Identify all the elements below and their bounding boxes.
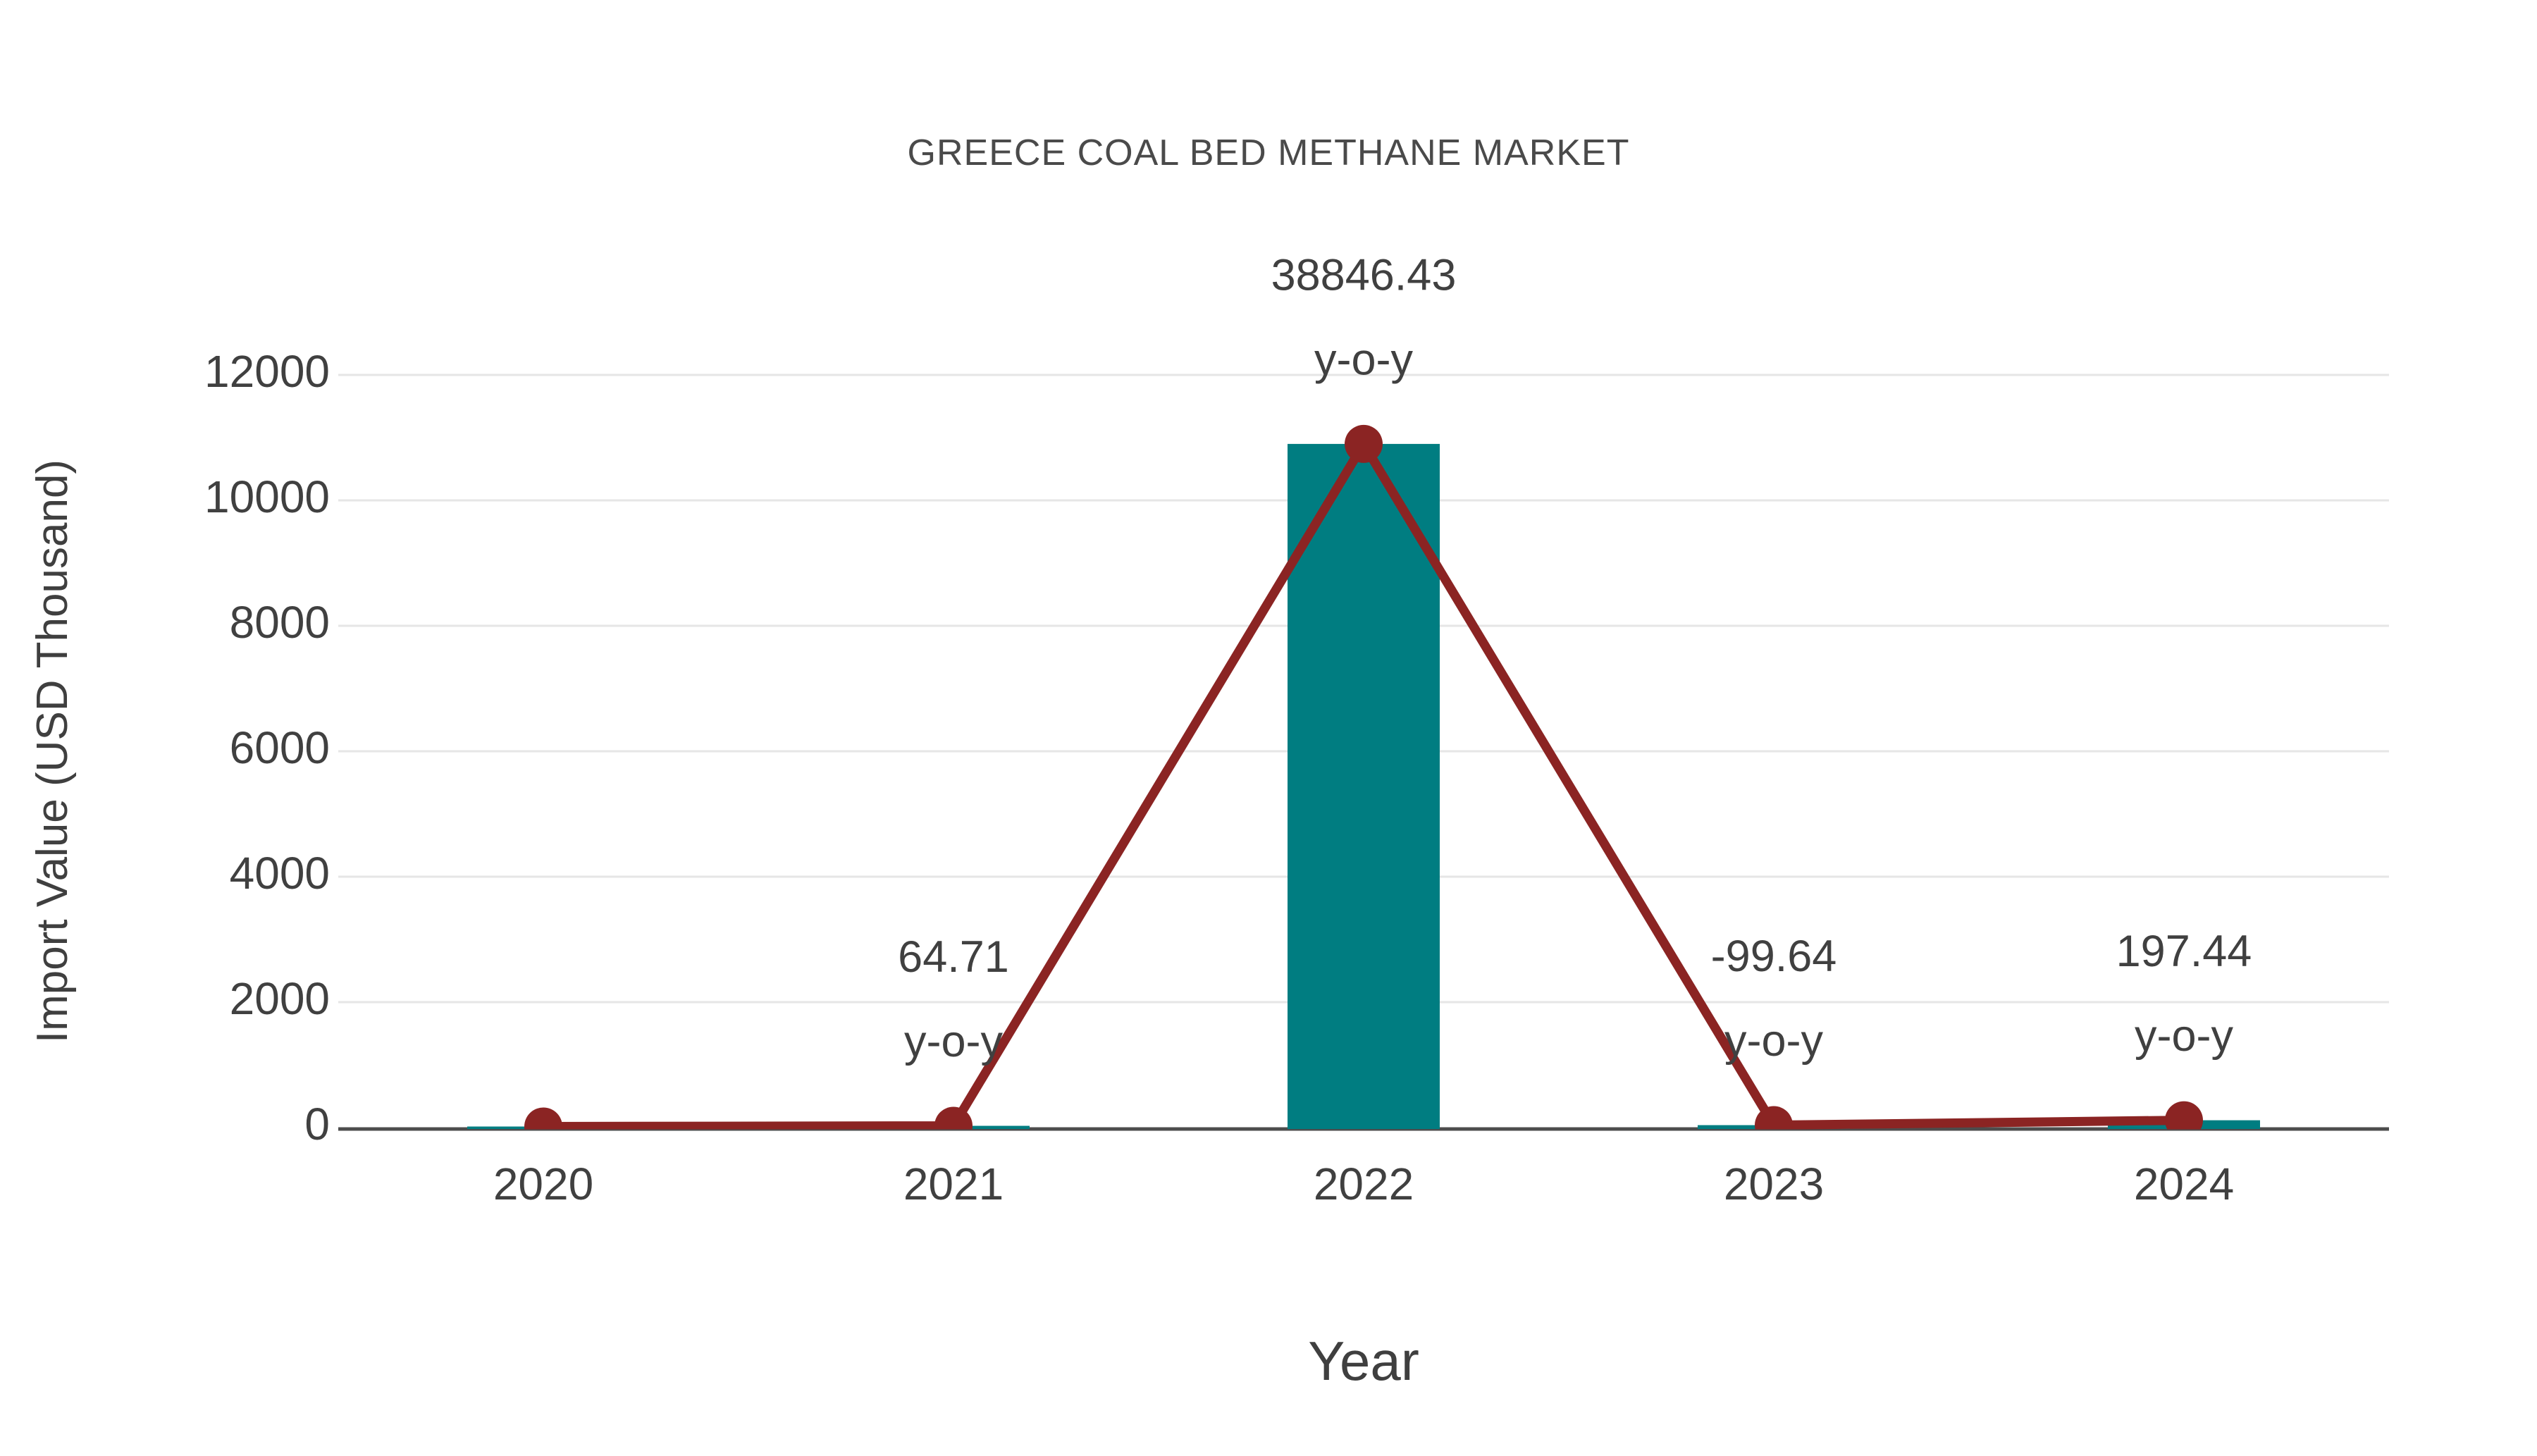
x-axis-title: Year: [1308, 1330, 1419, 1392]
y-tick-label-2000: 2000: [230, 973, 330, 1024]
y-axis-title: Import Value (USD Thousand): [28, 459, 77, 1044]
point-label-value-2022: 38846.43: [1271, 251, 1457, 300]
y-tick-label-8000: 8000: [230, 597, 330, 648]
x-tick-label-2021: 2021: [903, 1159, 1004, 1209]
line-series-group: [524, 424, 2203, 1130]
point-label-value-2021: 64.71: [898, 932, 1009, 982]
y-tick-label-10000: 10000: [204, 471, 330, 522]
chart-title: GREECE COAL BED METHANE MARKET: [907, 132, 1630, 173]
marker-2021: [934, 1106, 973, 1130]
y-tick-label-12000: 12000: [204, 346, 330, 397]
marker-2024: [2165, 1101, 2203, 1130]
y-tick-label-4000: 4000: [230, 848, 330, 899]
marker-2020: [524, 1107, 562, 1130]
marker-2022: [1345, 424, 1383, 463]
y-tick-label-6000: 6000: [230, 722, 330, 773]
x-tick-label-2023: 2023: [1724, 1159, 1824, 1209]
point-label-yoy-2024: y-o-y: [2135, 1011, 2233, 1061]
point-label-yoy-2022: y-o-y: [1314, 335, 1413, 385]
point-label-value-2023: -99.64: [1711, 932, 1837, 981]
x-tick-label-2022: 2022: [1314, 1159, 1414, 1209]
bar-2022: [1288, 443, 1440, 1129]
y-tick-label-0: 0: [304, 1099, 330, 1149]
x-tick-label-2020: 2020: [493, 1159, 593, 1209]
point-label-yoy-2021: y-o-y: [904, 1017, 1003, 1066]
marker-2023: [1755, 1106, 1793, 1130]
x-tick-label-2024: 2024: [2134, 1159, 2234, 1209]
point-label-yoy-2023: y-o-y: [1724, 1016, 1823, 1066]
point-label-value-2024: 197.44: [2116, 927, 2252, 976]
